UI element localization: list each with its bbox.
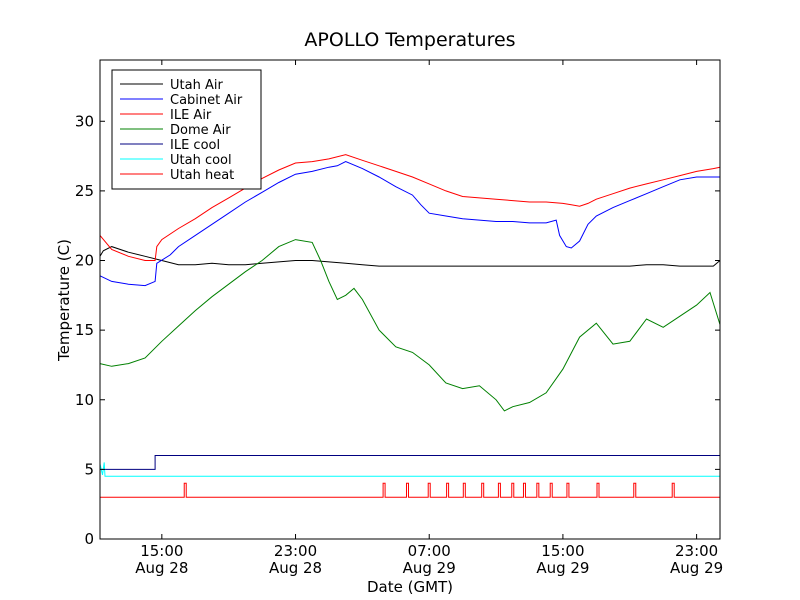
x-tick-date-label: Aug 28 [135, 559, 188, 577]
y-tick-label: 5 [84, 460, 94, 478]
x-tick-date-label: Aug 29 [403, 559, 456, 577]
y-tick-label: 30 [75, 112, 94, 130]
y-tick-label: 25 [75, 182, 94, 200]
x-tick-time-label: 07:00 [408, 542, 451, 560]
x-axis-title: Date (GMT) [367, 578, 453, 596]
legend-label-ile-cool: ILE cool [170, 138, 220, 153]
legend-label-utah-heat: Utah heat [170, 168, 234, 183]
y-tick-label: 10 [75, 391, 94, 409]
x-tick-date-label: Aug 28 [269, 559, 322, 577]
chart-title: APOLLO Temperatures [304, 29, 515, 51]
y-tick-label: 15 [75, 321, 94, 339]
legend-label-utah-air: Utah Air [170, 78, 223, 93]
series-line-ile-cool [100, 455, 720, 470]
legend-label-utah-cool: Utah cool [170, 153, 232, 168]
y-tick-label: 20 [75, 252, 94, 270]
x-tick-time-label: 15:00 [541, 542, 584, 560]
series-line-ile-air [99, 154, 721, 261]
y-tick-label: 0 [84, 530, 94, 548]
x-tick-date-label: Aug 29 [536, 559, 589, 577]
x-tick-date-label: Aug 29 [670, 559, 723, 577]
x-tick-time-label: 23:00 [675, 542, 718, 560]
series-line-dome-air [99, 239, 721, 412]
series-line-utah-heat [100, 482, 720, 498]
y-axis-title: Temperature (C) [55, 239, 73, 362]
legend-label-dome-air: Dome Air [170, 123, 231, 138]
x-tick-time-label: 15:00 [140, 542, 183, 560]
series-line-cabinet-air [99, 161, 720, 287]
series-layer [99, 154, 721, 498]
x-tick-time-label: 23:00 [274, 542, 317, 560]
legend-label-cabinet-air: Cabinet Air [170, 93, 243, 108]
plot-frame [99, 59, 721, 540]
series-line-utah-air [99, 246, 721, 267]
legend-label-ile-air: ILE Air [170, 108, 212, 123]
